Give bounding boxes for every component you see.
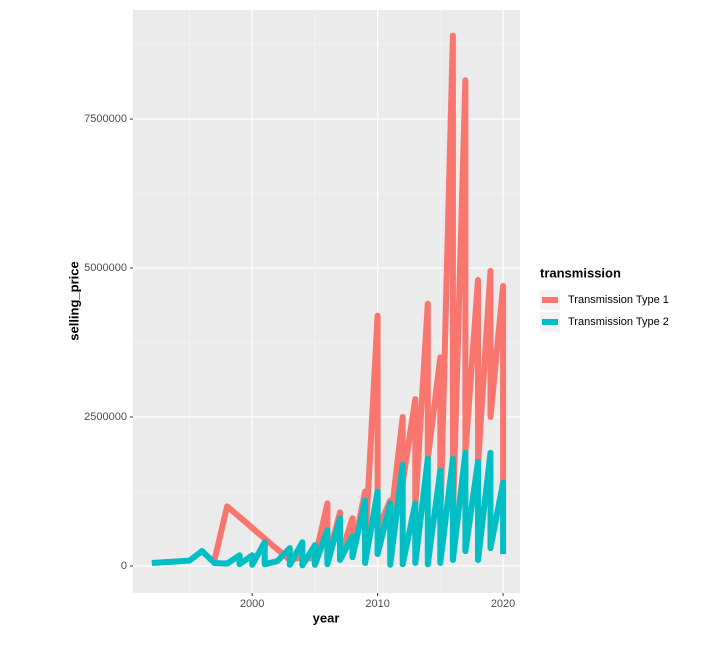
line-series <box>151 449 507 569</box>
y-tick-label: 5000000 <box>84 262 127 274</box>
legend-label: Transmission Type 2 <box>568 316 669 328</box>
y-tick-label: 2500000 <box>84 411 127 423</box>
legend-label: Transmission Type 1 <box>568 294 669 306</box>
x-tick-label: 2010 <box>365 598 389 610</box>
x-tick-label: 2000 <box>240 598 264 610</box>
x-tick-label: 2020 <box>491 598 515 610</box>
y-tick-label: 7500000 <box>84 113 127 125</box>
y-tick-label: 0 <box>121 560 127 572</box>
x-axis-label: year <box>313 610 340 625</box>
y-axis-label: selling_price <box>66 261 81 340</box>
legend-title: transmission <box>540 265 621 280</box>
